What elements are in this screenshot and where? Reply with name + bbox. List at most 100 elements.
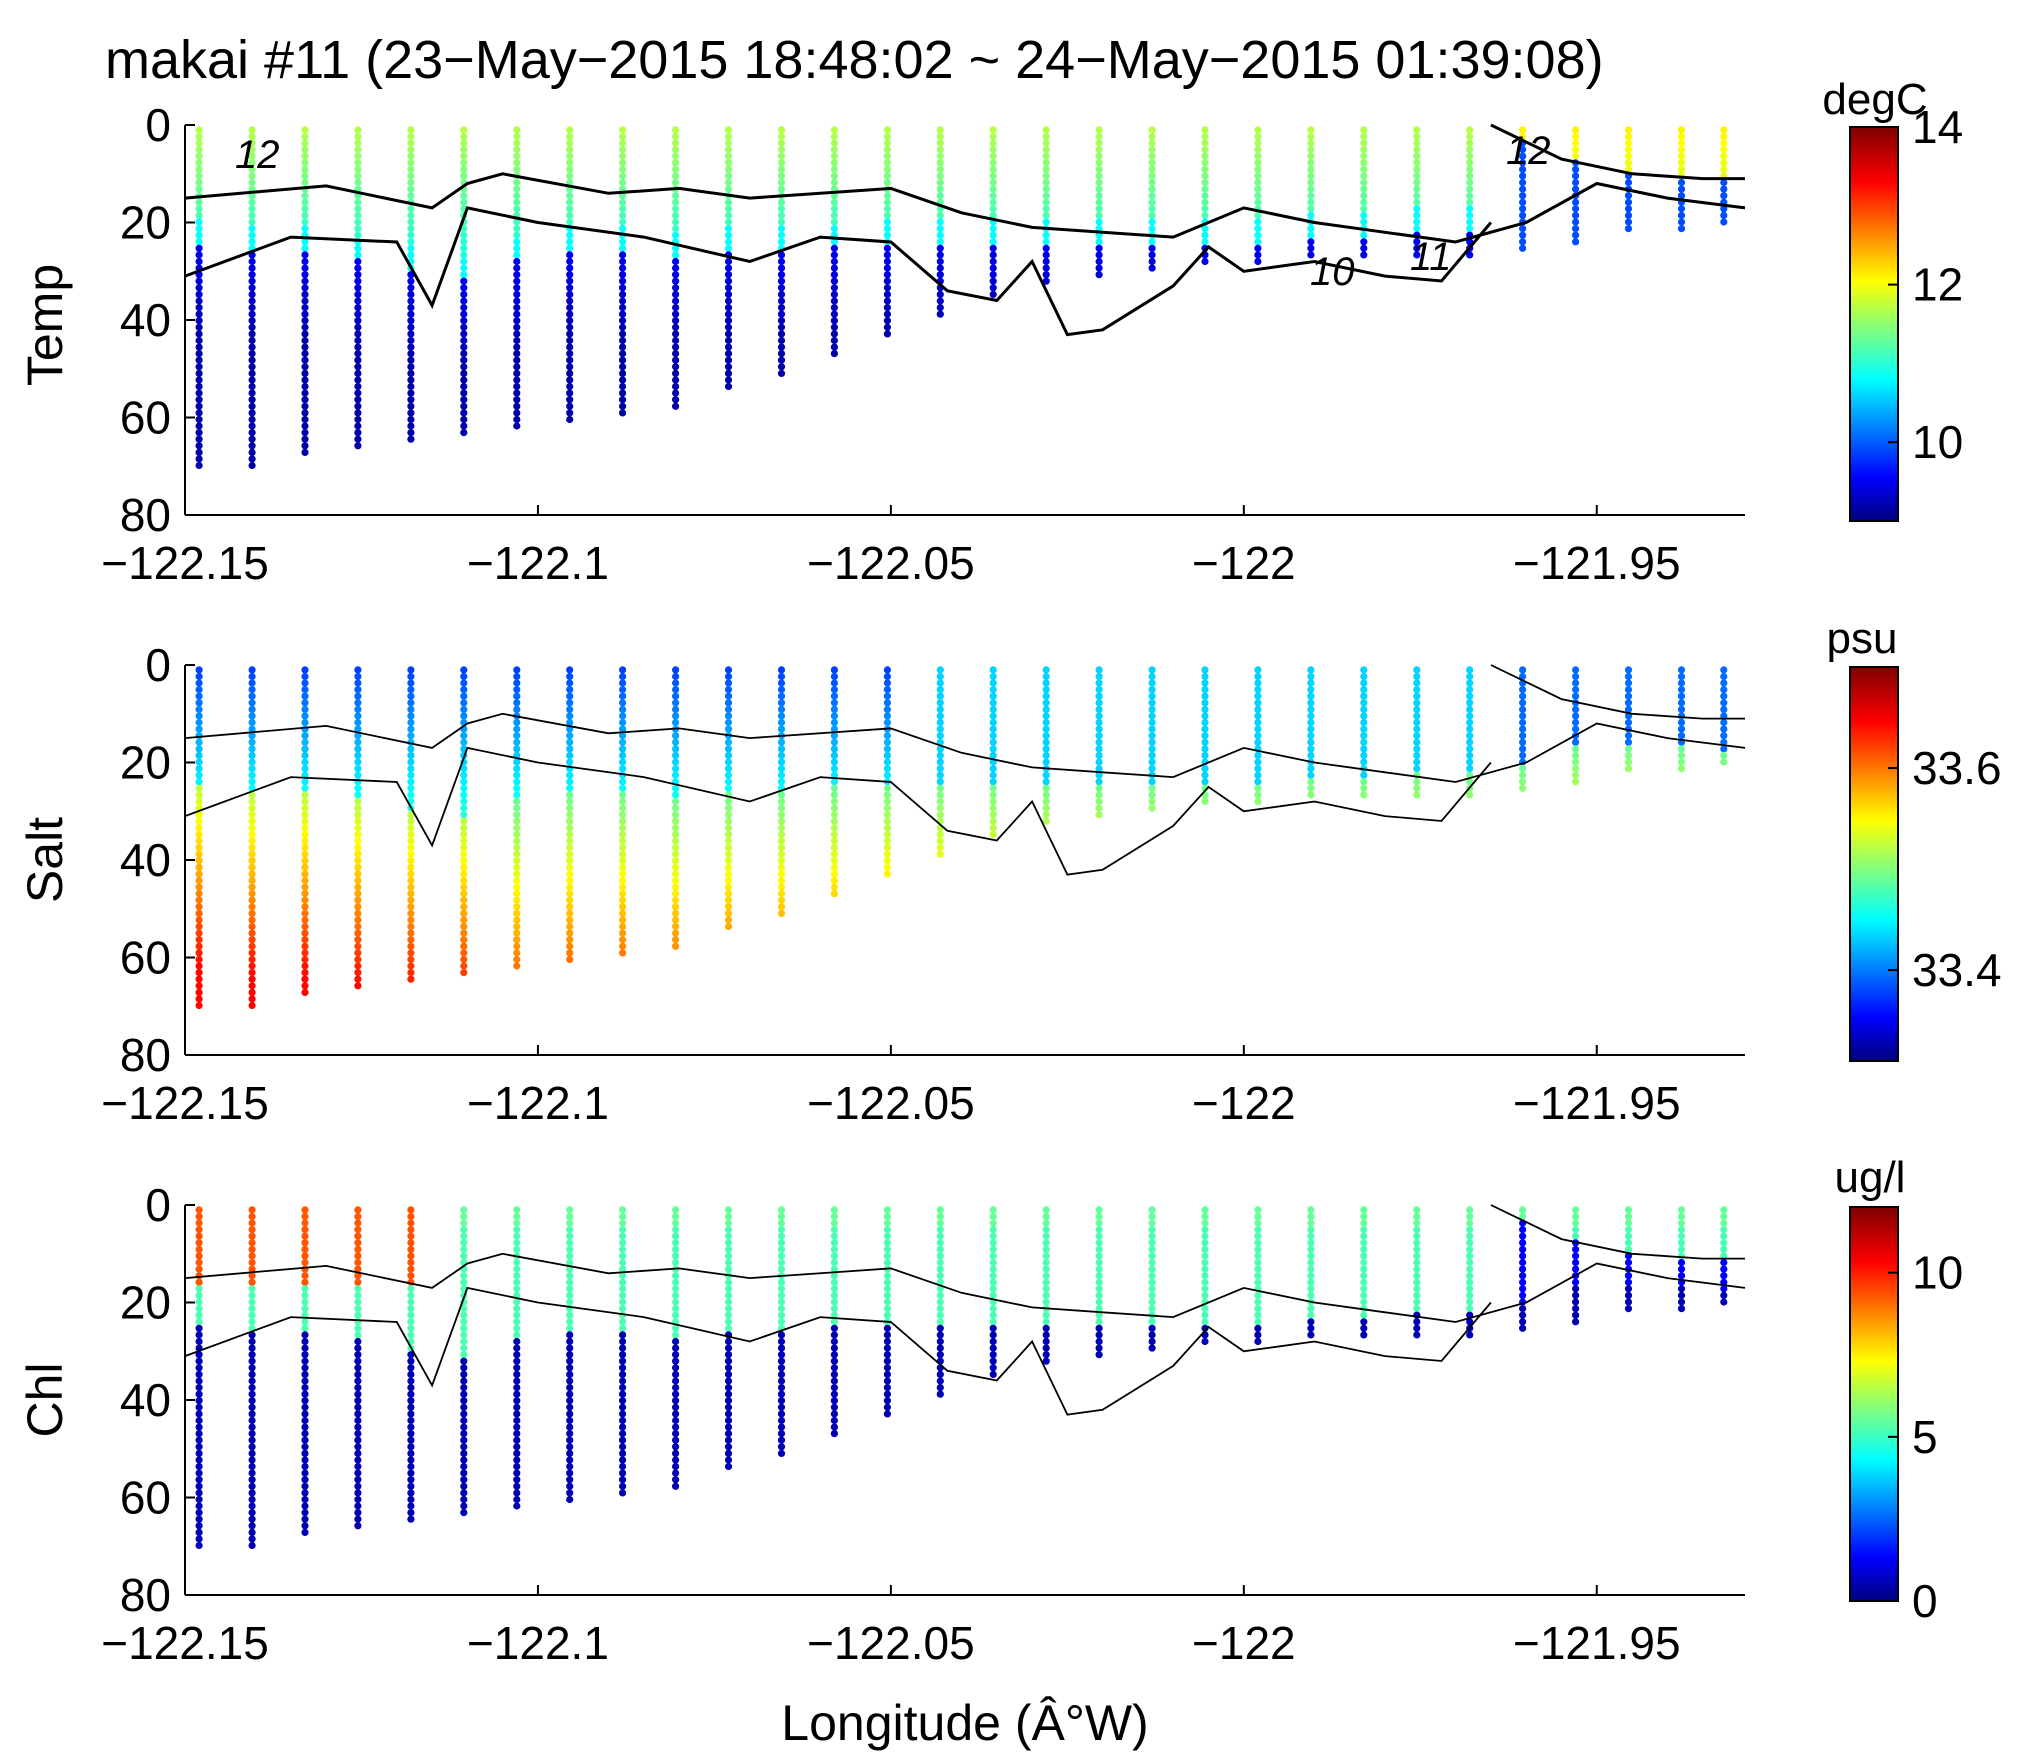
data-point [724,1232,733,1240]
data-point [1042,791,1050,799]
data-point [724,1219,733,1227]
data-point [195,198,203,206]
data-point [724,178,733,187]
data-point [460,317,468,325]
data-point [830,1232,839,1240]
data-point [672,271,680,279]
data-point [777,1285,786,1293]
data-point [248,363,256,371]
data-point [248,797,256,806]
data-point [936,850,944,858]
data-point [1148,1232,1156,1240]
data-point [566,1278,574,1286]
data-point [513,922,521,931]
data-point [248,284,256,292]
data-point [513,1456,521,1464]
data-point [1042,725,1050,733]
data-point [354,1272,362,1280]
data-point [1148,666,1156,674]
data-point [248,666,256,674]
data-point [672,382,680,391]
data-point [195,343,203,351]
data-point [883,870,892,878]
data-point [1572,758,1580,766]
data-point [407,415,415,424]
data-point [248,415,256,424]
data-point [248,1245,256,1253]
data-point [619,1351,627,1359]
data-point [407,1324,415,1332]
data-point [195,916,203,924]
data-point [830,178,839,187]
data-point [777,830,786,839]
data-point [301,211,309,219]
data-point [407,962,415,970]
data-point [1572,225,1580,233]
data-point [777,1331,786,1339]
data-point [830,1265,839,1273]
data-point [407,1456,415,1464]
data-point [301,244,309,252]
data-point [248,1390,256,1398]
data-point [1519,725,1527,733]
data-point [1624,1278,1633,1286]
data-point [1254,1298,1262,1306]
data-point [1201,771,1209,779]
data-point [1201,1258,1209,1267]
data-point [1519,1252,1527,1260]
data-point [619,389,627,397]
data-point [672,1272,680,1280]
data-point [354,317,362,325]
data-point [1720,132,1728,141]
data-point [1360,771,1368,779]
data-point [1095,205,1103,213]
data-point [672,1351,680,1359]
data-point [830,778,839,786]
data-point [672,672,680,681]
data-point [672,1219,680,1227]
data-point [1201,159,1209,167]
data-point [248,857,256,865]
data-point [989,1364,997,1372]
data-point [195,718,203,727]
data-point [724,771,733,779]
data-point [407,139,415,147]
data-point [830,699,839,707]
data-point [1254,705,1262,714]
data-point [195,218,203,226]
data-point [1519,244,1527,252]
data-point [354,323,362,331]
data-point [1413,699,1421,707]
data-point [724,1239,733,1247]
data-point [777,1436,786,1444]
data-point [301,264,309,272]
data-point [1042,1285,1050,1293]
data-point [566,922,574,931]
data-point [830,297,839,305]
data-point [301,205,309,213]
data-point [883,284,892,292]
data-point [566,251,574,259]
data-point [1572,1252,1580,1260]
data-point [1466,132,1474,141]
data-point [1254,692,1262,700]
data-point [672,1212,680,1221]
data-point [1307,751,1315,760]
data-point [460,824,468,832]
data-point [566,1285,574,1293]
data-point [301,172,309,180]
data-point [672,1232,680,1240]
data-point [883,1351,892,1359]
data-point [248,679,256,687]
contour-line-surface-isotherm [1490,123,1745,181]
data-point [777,811,786,819]
data-point [407,1476,415,1484]
data-point [1042,178,1050,187]
data-point [248,178,256,187]
data-point [1148,178,1156,187]
data-point [830,225,839,233]
x-tick-label: −121.95 [1513,1617,1681,1669]
data-point [724,903,733,911]
data-point [513,192,521,200]
data-point [354,1265,362,1273]
